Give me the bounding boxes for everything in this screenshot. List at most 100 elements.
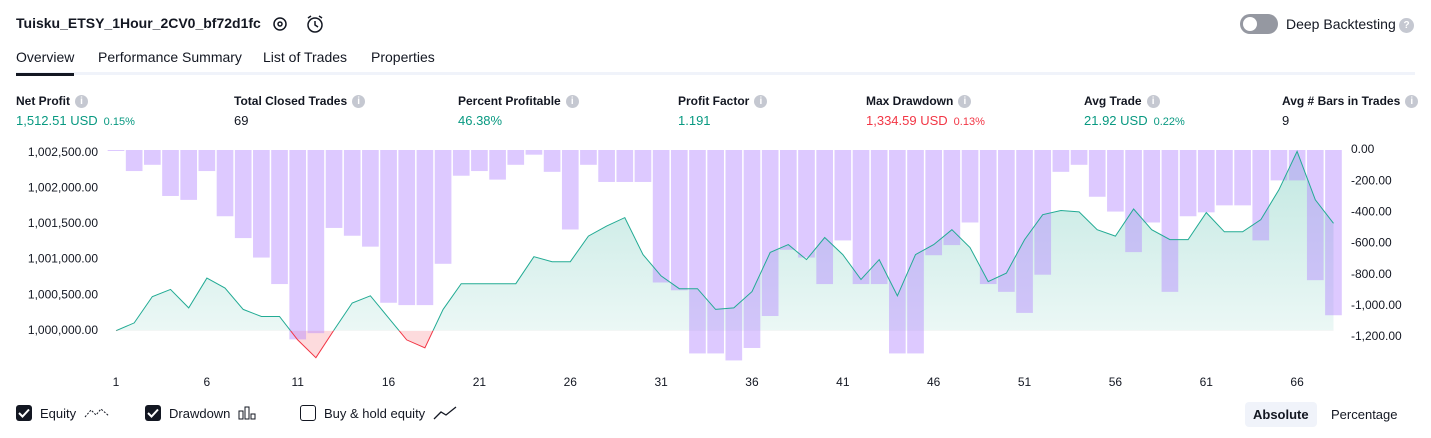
drawdown-bar <box>725 150 743 361</box>
strategy-title: Tuisku_ETSY_1Hour_2CV0_bf72d1fc <box>16 15 261 31</box>
metric-label-text: Avg # Bars in Trades <box>1282 94 1401 108</box>
info-icon[interactable]: i <box>565 94 579 108</box>
x-tick-label: 16 <box>382 375 396 389</box>
metric-label: Total Closed Trades i <box>234 94 366 108</box>
x-tick-label: 61 <box>1200 375 1214 389</box>
y-tick-label: 1,002,500.00 <box>28 145 98 159</box>
drawdown-bar <box>271 150 288 285</box>
metric-percent: 0.13% <box>953 116 985 128</box>
y-tick-label: 1,000,000.00 <box>28 323 98 337</box>
y-tick-label: 1,002,000.00 <box>28 181 98 195</box>
equity-line <box>115 150 1334 331</box>
metric-value-text: 1.191 <box>678 113 711 128</box>
check-mark <box>147 408 159 418</box>
info-icon[interactable]: i <box>1405 94 1419 108</box>
y2-tick-label: 0.00 <box>1351 142 1375 156</box>
x-tick-label: 6 <box>204 375 211 389</box>
drawdown-bar <box>1234 150 1251 206</box>
legend-item[interactable]: Drawdown <box>145 405 258 421</box>
drawdown-icon <box>238 406 256 420</box>
help-icon[interactable]: ? <box>1399 18 1414 33</box>
drawdown-bar <box>1288 150 1306 181</box>
info-icon[interactable]: i <box>75 94 88 108</box>
metric-value: 69 <box>234 113 248 128</box>
x-tick-label: 51 <box>1018 375 1032 389</box>
metric-label-text: Profit Factor <box>678 94 750 108</box>
toggle-label: Deep Backtesting <box>1286 16 1396 32</box>
metric-value: 1,512.51 USD 0.15% <box>16 113 135 128</box>
y2-tick-label: -800.00 <box>1351 267 1392 281</box>
metric-label: Avg # Bars in Trades i <box>1282 94 1419 108</box>
metric-label: Max Drawdown i <box>866 94 972 108</box>
metric-percent: 0.22% <box>1153 116 1185 128</box>
tab[interactable]: Performance Summary <box>98 49 242 65</box>
drawdown-bar <box>107 150 125 151</box>
x-tick-label: 36 <box>745 375 759 389</box>
info-icon[interactable]: i <box>958 94 972 108</box>
buy-hold-icon <box>433 406 457 420</box>
drawdown-bar <box>1216 150 1233 206</box>
check-mark <box>18 408 30 418</box>
drawdown-bar <box>889 150 906 354</box>
drawdown-bar <box>1325 150 1342 316</box>
drawdown-bar <box>761 150 779 317</box>
drawdown-bar <box>471 150 488 172</box>
tab[interactable]: Overview <box>16 49 75 76</box>
x-tick-label: 46 <box>927 375 941 389</box>
drawdown-bar <box>1125 150 1142 253</box>
drawdown-bar <box>979 150 997 285</box>
legend-item[interactable]: Equity <box>16 405 110 421</box>
metric-label-text: Percent Profitable <box>458 94 561 108</box>
x-tick-label: 26 <box>564 375 578 389</box>
mode-button[interactable]: Absolute <box>1245 402 1317 427</box>
legend-icon <box>238 406 258 420</box>
mode-button[interactable]: Percentage <box>1331 407 1398 422</box>
legend-icon <box>433 406 457 420</box>
settings-icon[interactable] <box>270 14 290 34</box>
metric-value: 21.92 USD 0.22% <box>1084 113 1185 128</box>
y2-tick-label: -1,000.00 <box>1351 298 1402 312</box>
metric-label: Net Profit i <box>16 94 88 108</box>
drawdown-bar <box>834 150 852 241</box>
metric-label-text: Max Drawdown <box>866 94 954 108</box>
toggle-knob <box>1243 17 1257 31</box>
drawdown-bar <box>798 150 815 258</box>
drawdown-bar <box>779 150 797 250</box>
drawdown-bar <box>870 150 888 285</box>
metric-value: 46.38% <box>458 113 502 128</box>
x-tick-label: 21 <box>473 375 487 389</box>
drawdown-bar <box>670 150 688 291</box>
drawdown-bar <box>416 150 434 306</box>
tab-divider <box>16 72 1415 75</box>
legend-item[interactable]: Buy & hold equity <box>300 405 457 421</box>
x-tick-label: 56 <box>1109 375 1123 389</box>
info-icon[interactable]: i <box>1146 94 1160 108</box>
drawdown-bar <box>216 150 234 217</box>
drawdown-bar <box>1034 150 1052 275</box>
equity-line-negative <box>115 330 434 359</box>
drawdown-bar <box>434 150 452 264</box>
drawdown-bar <box>543 150 561 172</box>
drawdown-bar <box>307 150 325 334</box>
drawdown-bar <box>1016 150 1033 313</box>
drawdown-bar <box>816 150 834 285</box>
alert-icon[interactable] <box>304 13 326 35</box>
info-icon[interactable]: i <box>352 94 366 108</box>
drawdown-bar <box>507 150 525 165</box>
metric-value: 1,334.59 USD 0.13% <box>866 113 985 128</box>
drawdown-bar <box>362 150 379 247</box>
checkbox[interactable] <box>145 405 161 421</box>
checkbox[interactable] <box>16 405 32 421</box>
drawdown-bar <box>1143 150 1161 223</box>
drawdown-bar <box>1252 150 1270 241</box>
drawdown-bar <box>452 150 470 176</box>
tab[interactable]: Properties <box>371 49 435 65</box>
y2-tick-label: -600.00 <box>1351 236 1392 250</box>
tab[interactable]: List of Trades <box>263 49 348 65</box>
info-icon[interactable]: i <box>754 94 768 108</box>
equity-area <box>116 151 1334 331</box>
checkbox[interactable] <box>300 405 316 421</box>
deep-backtesting-toggle[interactable] <box>1240 14 1278 34</box>
